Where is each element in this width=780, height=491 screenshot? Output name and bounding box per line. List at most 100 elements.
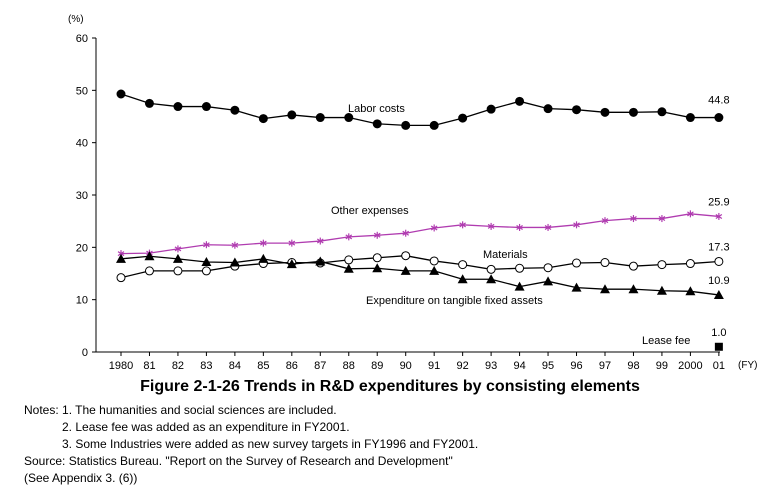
star-stroke (345, 234, 353, 240)
source-note: Source: Statistics Bureau. "Report on th… (24, 454, 453, 468)
data-point (429, 256, 439, 266)
series-materials (116, 251, 724, 283)
series-label: Other expenses (331, 205, 409, 217)
star-stroke (573, 222, 580, 228)
note-1: Notes: 1. The humanities and social scie… (24, 403, 337, 417)
note-2: 2. Lease fee was added as an expenditure… (62, 420, 350, 434)
data-point (429, 120, 439, 130)
end-value-label: 44.8 (708, 95, 729, 107)
data-point (656, 285, 667, 295)
y-tick-label: 0 (82, 347, 88, 359)
y-axis-ticks: 0 10 20 30 40 50 60 (76, 33, 96, 359)
data-point (543, 263, 553, 273)
data-point (286, 259, 297, 269)
data-point (401, 251, 411, 261)
data-point (543, 104, 553, 114)
x-tick-label: 2000 (678, 360, 702, 372)
x-tick-label: 96 (570, 360, 582, 372)
y-tick-label: 20 (76, 242, 88, 254)
data-point (628, 261, 638, 271)
data-point (288, 239, 296, 247)
x-axis-unit: (FY) (738, 360, 757, 371)
data-point (486, 264, 496, 274)
data-point (514, 281, 525, 291)
x-tick-label: 93 (485, 360, 497, 372)
end-value-label: 1.0 (711, 327, 726, 339)
data-point (172, 253, 183, 263)
data-point (173, 266, 183, 276)
x-tick-label: 83 (200, 360, 212, 372)
data-point (714, 342, 723, 351)
data-point (344, 113, 354, 123)
data-point (715, 212, 723, 220)
star-stroke (658, 216, 666, 222)
x-tick-label: 87 (314, 360, 326, 372)
data-point (400, 265, 411, 275)
data-point (515, 96, 525, 106)
data-point (372, 253, 382, 263)
data-point (457, 274, 468, 284)
star-stroke (402, 230, 410, 236)
data-point (573, 221, 580, 229)
star-stroke (373, 232, 381, 238)
data-point (572, 258, 582, 268)
x-tick-label: 94 (513, 360, 525, 372)
data-point (116, 253, 126, 263)
x-tick-label: 89 (371, 360, 383, 372)
x-tick-label: 99 (656, 360, 668, 372)
data-point (685, 113, 695, 123)
data-point (600, 258, 610, 268)
y-axis-unit: (%) (68, 14, 84, 25)
data-point (372, 119, 382, 129)
x-tick-label: 97 (599, 360, 611, 372)
series-line (120, 93, 719, 127)
star-stroke (459, 222, 466, 228)
series-expenditure-on-tangible-fixed-assets (116, 251, 724, 299)
data-point (516, 223, 523, 231)
series-lease-fee (714, 342, 723, 351)
data-point (372, 263, 383, 273)
y-tick-label: 50 (76, 85, 88, 97)
x-tick-label: 88 (343, 360, 355, 372)
data-point (315, 256, 326, 266)
star-stroke (174, 246, 182, 252)
star-stroke (630, 216, 637, 222)
data-point (316, 237, 324, 245)
x-tick-label: 1980 (109, 360, 133, 372)
series-label: Labor costs (348, 103, 405, 115)
end-value-label: 17.3 (708, 241, 729, 253)
star-stroke (544, 224, 552, 230)
x-tick-label: 01 (713, 360, 725, 372)
data-point (173, 102, 183, 112)
star-stroke (487, 223, 495, 229)
data-point (116, 273, 126, 283)
data-point (628, 107, 638, 117)
figure-title: Figure 2-1-26 Trends in R&D expenditures… (140, 378, 640, 395)
data-point (201, 256, 212, 266)
x-tick-label: 86 (286, 360, 298, 372)
data-point (345, 233, 353, 241)
star-stroke (260, 240, 267, 246)
x-tick-label: 84 (229, 360, 241, 372)
data-point (486, 274, 497, 284)
data-point (458, 113, 468, 123)
data-point (459, 221, 466, 229)
data-point (600, 107, 610, 117)
data-point (116, 89, 126, 99)
data-point (315, 113, 325, 123)
x-axis-ticks: 1980 81 82 83 84 85 86 87 88 89 90 91 92 93 94 95 96 97 98… (109, 352, 725, 372)
x-tick-label: 81 (143, 360, 155, 372)
star-stroke (715, 213, 723, 219)
series-labor-costs (116, 89, 724, 130)
data-point (658, 215, 666, 223)
data-point (515, 263, 525, 273)
data-point (144, 98, 154, 108)
x-tick-label: 92 (457, 360, 469, 372)
data-point (201, 102, 211, 112)
y-tick-label: 60 (76, 33, 88, 45)
data-point (260, 239, 267, 247)
data-point (429, 265, 440, 275)
data-point (230, 105, 240, 115)
star-stroke (516, 224, 523, 230)
